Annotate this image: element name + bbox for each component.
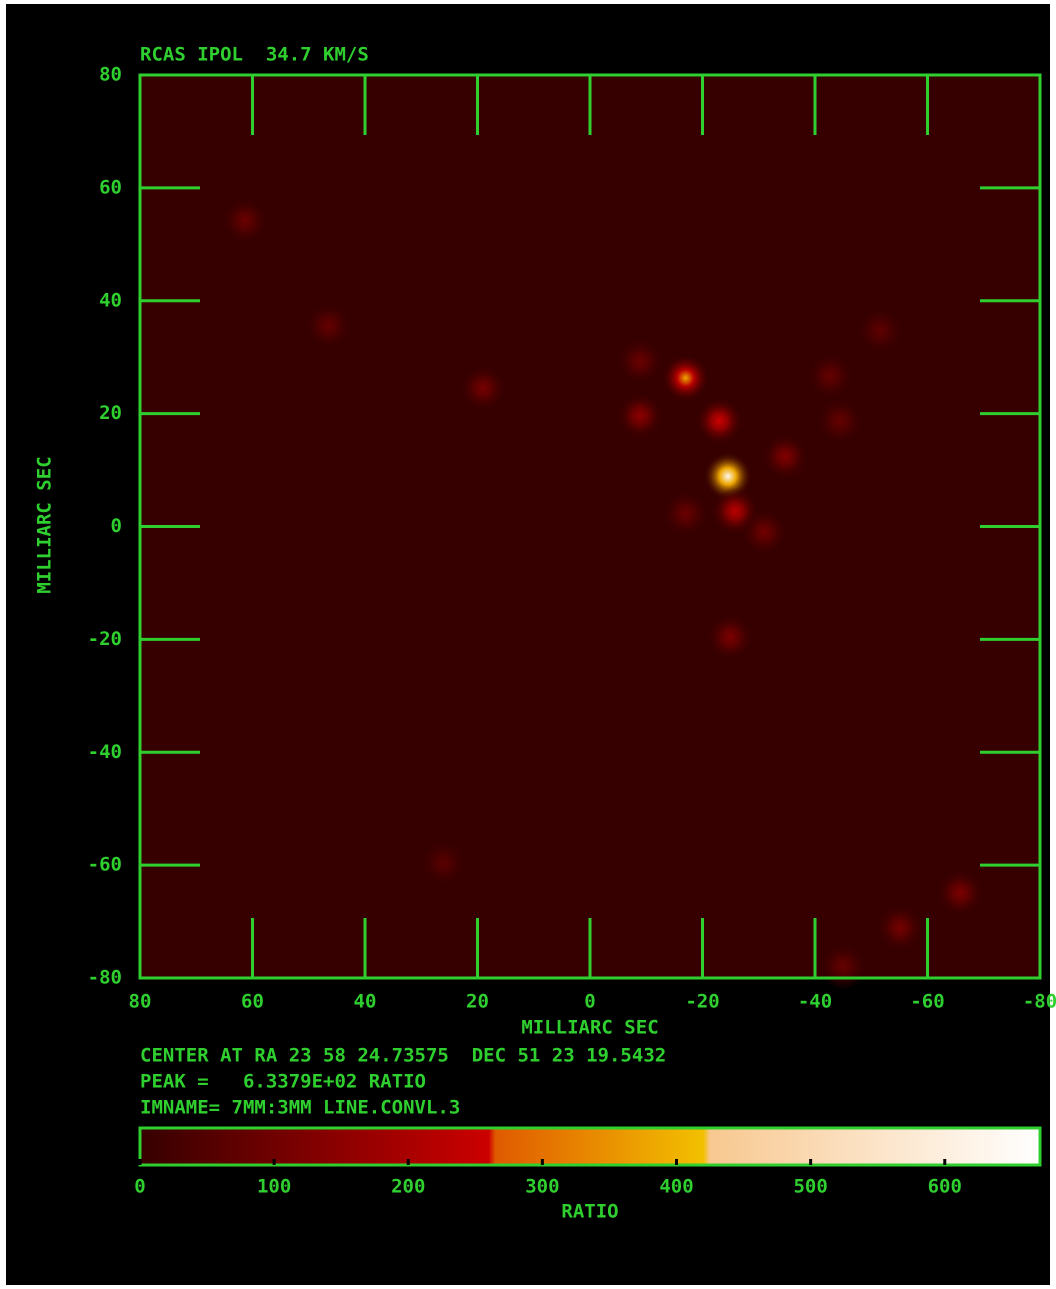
y-tick-label: 20 xyxy=(99,402,122,424)
colorbar-tick-label: 100 xyxy=(257,1176,291,1198)
y-tick-label: -20 xyxy=(88,628,122,650)
x-tick-label: -60 xyxy=(910,991,944,1013)
chart-title: RCAS IPOL 34.7 KM/S xyxy=(140,44,369,66)
source xyxy=(856,307,904,355)
y-tick-label: -80 xyxy=(88,967,122,989)
colorbar-label: RATIO xyxy=(561,1201,618,1223)
x-tick-label: 60 xyxy=(241,991,264,1013)
footer-line: PEAK = 6.3379E+02 RATIO xyxy=(140,1071,426,1093)
source xyxy=(616,392,664,440)
x-axis-label: MILLIARC SEC xyxy=(521,1017,658,1039)
colorbar-tick-label: 500 xyxy=(793,1176,827,1198)
x-tick-label: -20 xyxy=(685,991,719,1013)
x-tick-label: 40 xyxy=(354,991,377,1013)
source xyxy=(616,337,664,385)
source xyxy=(816,397,864,445)
y-axis-label: MILLIARC SEC xyxy=(34,456,56,593)
source xyxy=(662,354,710,402)
source xyxy=(695,397,743,445)
x-tick-label: -40 xyxy=(798,991,832,1013)
footer-line: IMNAME= 7MM:3MM LINE.CONVL.3 xyxy=(140,1097,460,1119)
source xyxy=(806,352,854,400)
source xyxy=(304,302,352,350)
y-tick-label: 40 xyxy=(99,289,122,311)
y-tick-label: -60 xyxy=(88,854,122,876)
source xyxy=(761,433,809,481)
image-background xyxy=(140,75,1040,978)
source xyxy=(662,490,710,538)
y-tick-label: -40 xyxy=(88,741,122,763)
colorbar-tick-label: 200 xyxy=(391,1176,425,1198)
colorbar-tick-label: 600 xyxy=(928,1176,962,1198)
source xyxy=(936,869,984,917)
source xyxy=(819,942,867,990)
x-tick-label: -80 xyxy=(1023,991,1056,1013)
y-tick-label: 80 xyxy=(99,64,122,86)
colorbar-tick-label: 400 xyxy=(659,1176,693,1198)
x-tick-label: 80 xyxy=(129,991,152,1013)
footer-line: CENTER AT RA 23 58 24.73575 DEC 51 23 19… xyxy=(140,1045,666,1067)
x-tick-label: 20 xyxy=(466,991,489,1013)
colorbar-tick-label: 0 xyxy=(134,1176,145,1198)
source xyxy=(876,904,924,952)
source xyxy=(459,364,507,412)
y-tick-label: 60 xyxy=(99,176,122,198)
source xyxy=(419,839,467,887)
x-tick-label: 0 xyxy=(584,991,595,1013)
colorbar-tick-label: 300 xyxy=(525,1176,559,1198)
source xyxy=(706,613,754,661)
source xyxy=(221,197,269,245)
source xyxy=(740,508,788,556)
y-tick-label: 0 xyxy=(111,515,122,537)
